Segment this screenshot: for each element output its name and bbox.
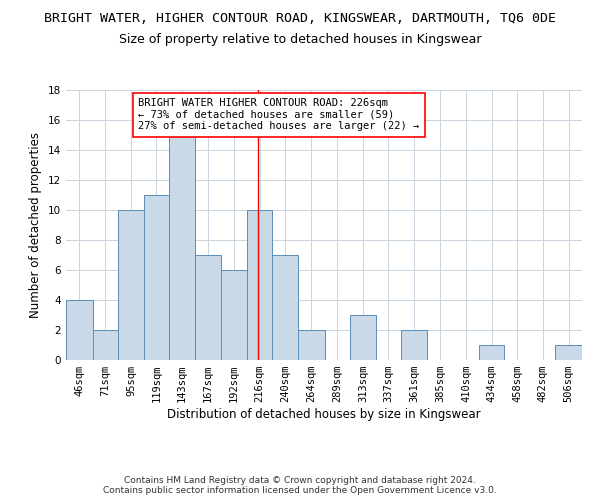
Bar: [169, 135, 195, 360]
Bar: [195, 255, 221, 360]
Bar: [556, 345, 582, 360]
Bar: [66, 300, 92, 360]
Text: Contains HM Land Registry data © Crown copyright and database right 2024.
Contai: Contains HM Land Registry data © Crown c…: [103, 476, 497, 495]
Bar: [350, 315, 376, 360]
Bar: [479, 345, 505, 360]
Bar: [401, 330, 427, 360]
Text: Size of property relative to detached houses in Kingswear: Size of property relative to detached ho…: [119, 32, 481, 46]
X-axis label: Distribution of detached houses by size in Kingswear: Distribution of detached houses by size …: [167, 408, 481, 421]
Bar: [247, 210, 272, 360]
Y-axis label: Number of detached properties: Number of detached properties: [29, 132, 43, 318]
Text: BRIGHT WATER, HIGHER CONTOUR ROAD, KINGSWEAR, DARTMOUTH, TQ6 0DE: BRIGHT WATER, HIGHER CONTOUR ROAD, KINGS…: [44, 12, 556, 26]
Bar: [143, 195, 169, 360]
Bar: [221, 270, 247, 360]
Bar: [272, 255, 298, 360]
Bar: [92, 330, 118, 360]
Bar: [298, 330, 325, 360]
Text: BRIGHT WATER HIGHER CONTOUR ROAD: 226sqm
← 73% of detached houses are smaller (5: BRIGHT WATER HIGHER CONTOUR ROAD: 226sqm…: [138, 98, 419, 132]
Bar: [118, 210, 143, 360]
